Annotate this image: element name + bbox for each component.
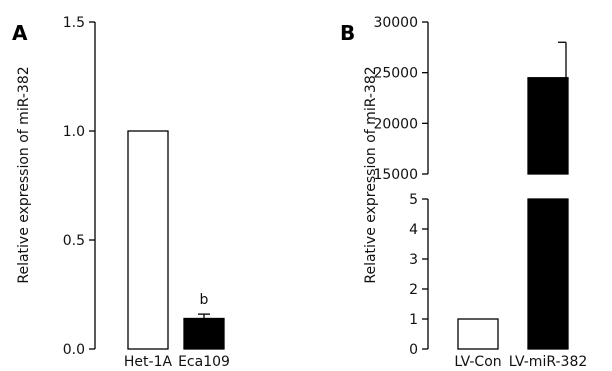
panel-b-y-tick-label-upper: 15000 xyxy=(373,167,418,183)
panel-a-bar-het-1a xyxy=(127,130,169,350)
panel-a-y-tick-label: 1.0 xyxy=(63,124,85,140)
panel-a-significance-label: b xyxy=(200,292,209,308)
panel-b-x-label: LV-Con xyxy=(454,354,501,370)
panel-a-y-tick-label: 1.5 xyxy=(63,15,85,31)
panel-a-y-axis-label: Relative expression of miR-382 xyxy=(16,66,32,283)
panel-label-b: B xyxy=(340,21,355,45)
panel-b-y-tick-label-lower: 2 xyxy=(409,282,418,298)
panel-b-y-tick-label-upper: 30000 xyxy=(373,15,418,31)
panel-a-x-label: Eca109 xyxy=(178,354,230,370)
panel-a-bar-eca109 xyxy=(183,317,225,350)
panel-a-x-label: Het-1A xyxy=(124,354,173,370)
panel-b-y-tick-label-lower: 4 xyxy=(409,222,418,238)
panel-b-y-tick-label-lower: 3 xyxy=(409,252,418,268)
panel-b-y-tick-label-lower: 5 xyxy=(409,192,418,208)
panel-b-y-axis-label: Relative expression of miR-382 xyxy=(363,66,379,283)
panel-label-a: A xyxy=(12,21,28,45)
panel-b-bar-lv-con xyxy=(457,318,499,350)
panel-a-y-tick-label: 0.5 xyxy=(63,233,85,249)
panel-b-y-tick-label-upper: 20000 xyxy=(373,116,418,132)
panel-b-y-tick-label-lower: 0 xyxy=(409,342,418,358)
panel-b-x-label: LV-miR-382 xyxy=(509,354,588,370)
panel-b-bar-lv-mir-382-lower xyxy=(527,198,569,350)
panel-a-y-tick-label: 0.0 xyxy=(63,342,85,358)
panel-b-bar-lv-mir-382-upper xyxy=(527,77,569,175)
panel-b-y-tick-label-lower: 1 xyxy=(409,312,418,328)
panel-b-y-tick-label-upper: 25000 xyxy=(373,66,418,82)
